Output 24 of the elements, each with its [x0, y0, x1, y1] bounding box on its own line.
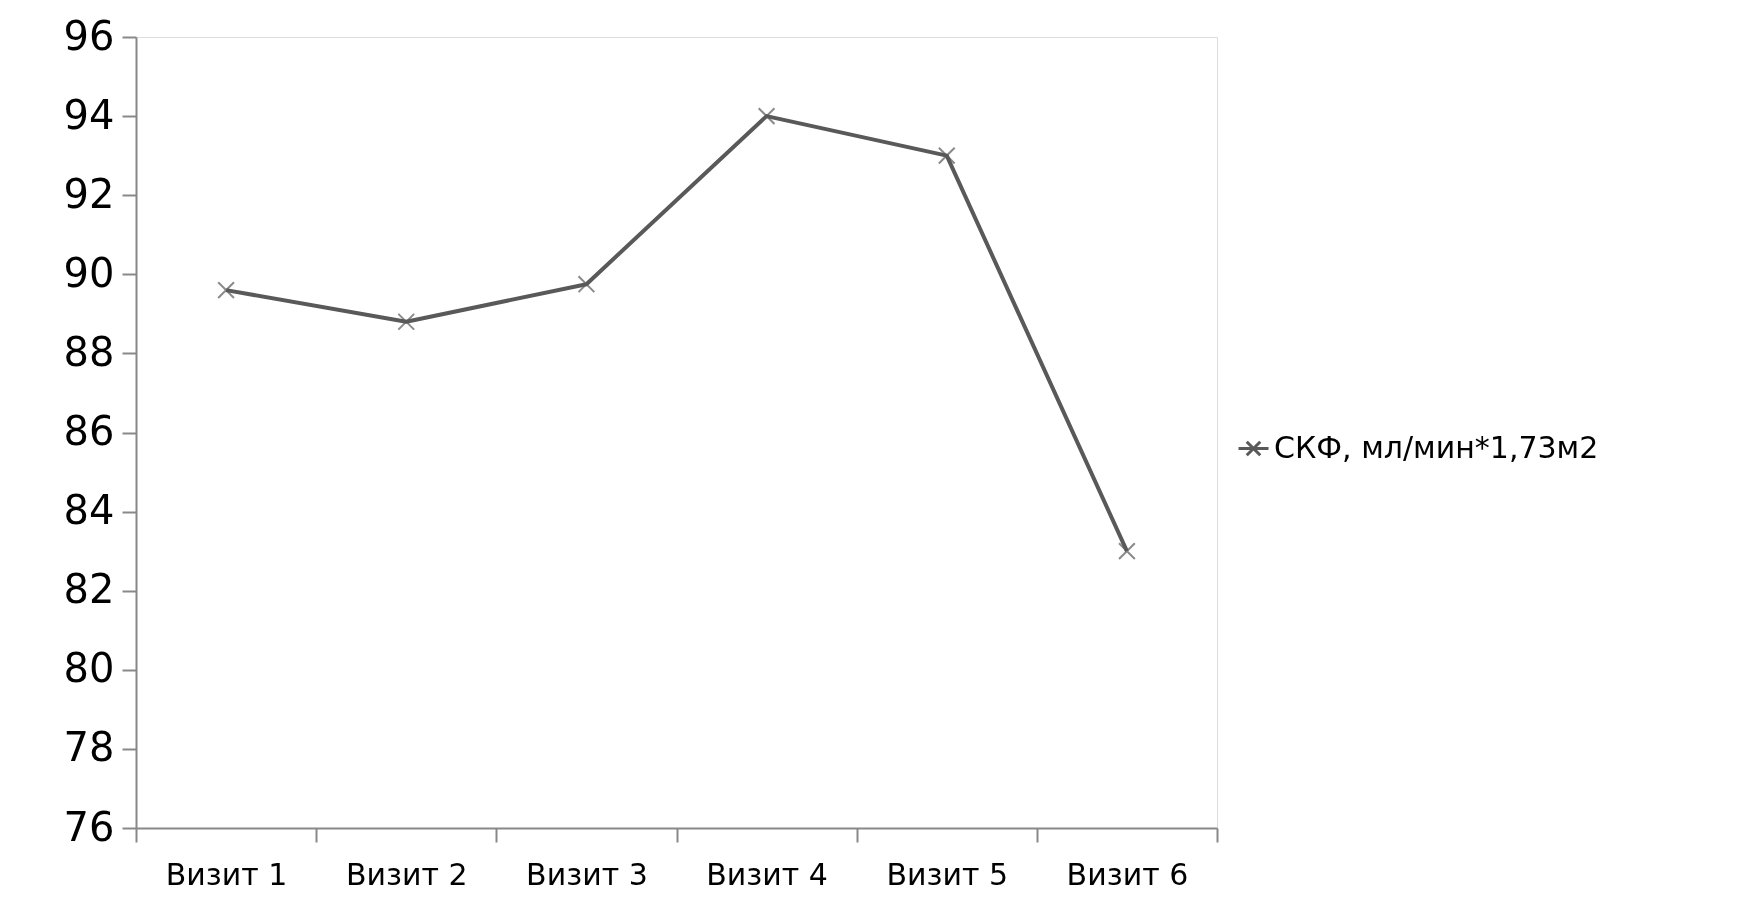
- x-tick-label: Визит 6: [1066, 856, 1189, 892]
- y-tick-label: 88: [63, 328, 115, 375]
- point: [937, 146, 956, 165]
- point: [577, 275, 596, 294]
- y-tick-label: 94: [63, 91, 115, 138]
- x-tick-label: Визит 4: [706, 856, 828, 892]
- x-tick-label: Визит 2: [345, 856, 468, 892]
- point: [1118, 542, 1136, 561]
- y-tick-label: 82: [63, 566, 115, 613]
- y-tick-label: 78: [63, 724, 115, 771]
- y-tick-label: 84: [63, 487, 115, 534]
- point: [397, 312, 416, 331]
- x-tick-label: Визит 1: [165, 856, 288, 892]
- x-tick-label: Визит 3: [526, 856, 648, 892]
- y-tick-label: 80: [63, 645, 115, 692]
- x-tick-label: Визит 5: [886, 856, 1009, 892]
- y-tick-label: 92: [63, 170, 115, 217]
- legend-label: СКФ, мл/мин*1,73м2: [1274, 429, 1599, 465]
- point: [757, 107, 776, 126]
- point: [217, 281, 235, 300]
- y-tick-label: 90: [63, 249, 115, 296]
- y-tick-label: 76: [63, 803, 115, 850]
- y-tick-label: 86: [63, 408, 115, 454]
- y-tick-label: 96: [63, 12, 115, 59]
